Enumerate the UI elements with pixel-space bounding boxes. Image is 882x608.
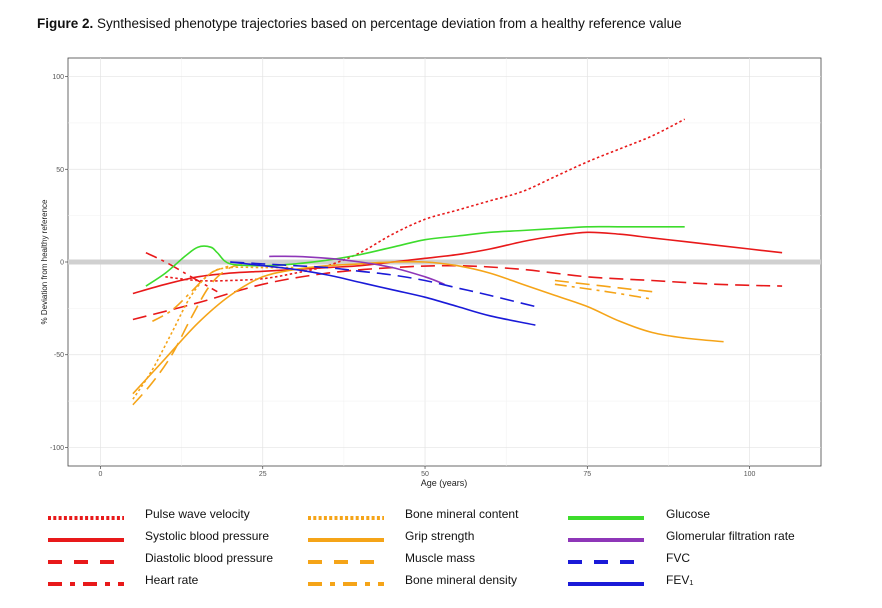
figure-caption: Figure 2. Synthesised phenotype trajecto… [37, 16, 682, 31]
series-line-glucose [145, 225, 685, 287]
series-line-muscle-mass [132, 263, 250, 406]
series-line-fev [230, 261, 536, 326]
x-tick-label: 25 [259, 471, 267, 478]
x-tick-label: 75 [583, 471, 591, 478]
x-axis-label: Age (years) [421, 478, 468, 488]
x-tick-label: 50 [421, 471, 429, 478]
series-line-bone-mineral-content [132, 266, 296, 400]
y-tick-label: 50 [56, 167, 64, 174]
series-line-muscle-mass [554, 279, 653, 293]
series-line-systolic-blood-pressure [132, 231, 783, 295]
x-tick-label: 0 [99, 471, 103, 478]
x-tick-label: 100 [744, 471, 756, 478]
axes: 0 25 50 75 100 -100 -50 0 50 100 [50, 74, 756, 478]
series-line-grip-strength [132, 260, 724, 395]
series-line-bone-mineral-density [152, 264, 231, 323]
y-tick-label: 0 [60, 260, 64, 267]
series-line-diastolic-blood-pressure [132, 264, 783, 321]
series-lines [132, 118, 783, 406]
series-line-bone-mineral-density [554, 283, 653, 300]
series-line-heart-rate [145, 251, 218, 293]
y-tick-label: 100 [52, 74, 64, 81]
series-line-fvc [230, 261, 536, 308]
legend-swatches [48, 516, 644, 586]
figure-caption-label: Figure 2. [37, 16, 94, 31]
y-tick-label: -100 [50, 445, 64, 452]
figure-caption-text: Synthesised phenotype trajectories based… [97, 16, 682, 31]
series-line-pulse-wave-velocity [165, 118, 686, 282]
y-tick-label: -50 [54, 352, 64, 359]
series-line-glomerular-filtration-rate [269, 255, 445, 286]
y-axis-label: % Deviation from healthy reference [40, 199, 49, 325]
